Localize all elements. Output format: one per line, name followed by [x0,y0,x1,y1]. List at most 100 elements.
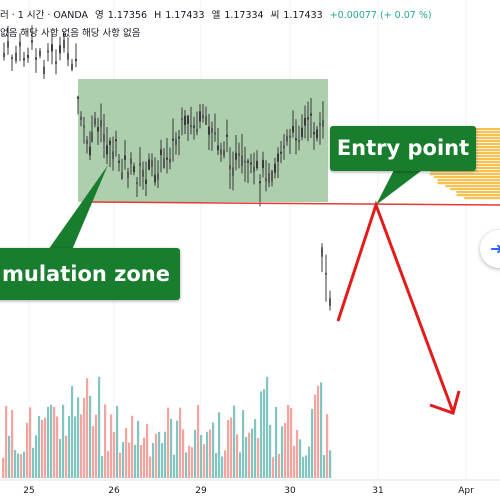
volume-bar [107,451,110,478]
candle-body [94,118,96,125]
candle-body [124,155,126,160]
change-value: +0.00077 (+ 0.07 %) [329,10,432,21]
volume-bar [269,424,272,478]
volume-bar [62,404,65,478]
volume-bar [284,423,287,478]
candle-body [199,111,201,122]
volume-bar [230,417,233,478]
volume-bar [59,439,62,478]
volume-bar [71,386,74,478]
volume-bar [149,456,152,478]
candle-body [322,120,324,127]
volume-profile-bar [456,194,500,197]
candle-body [109,140,111,145]
volume-bar [224,450,227,478]
symbol-legend: 러 · 1 시간 · OANDA 영 1.17356 H 1.17433 엘 1.17… [0,7,436,21]
candle-body [223,150,225,157]
candle-body [169,158,171,163]
candle-body [253,166,255,172]
volume-bar [53,406,56,478]
candle-body [15,52,17,62]
indicator-legend: 없음 해당 사항 없음 해당 사항 없음 [0,28,141,39]
volume-bar [296,429,299,478]
candle-body [187,115,189,124]
volume-bar [254,418,257,478]
candle-body [178,136,180,139]
volume-bar [125,428,128,478]
volume-profile-bar [437,179,500,182]
volume-bar [317,385,320,478]
candle-body [226,134,228,137]
candle-body [75,59,77,62]
volume-bar [248,432,251,478]
volume-bar [128,442,131,478]
scroll-to-realtime-button[interactable]: ➜ [480,230,500,268]
candle-body [91,131,93,142]
volume-bar [92,426,95,478]
volume-bar [266,376,269,478]
volume-profile-bar [459,131,500,134]
candle-body [19,41,21,47]
volume-bar [305,455,308,478]
candle-body [97,127,99,132]
high-label: H [154,10,162,21]
candle-body [43,66,45,74]
candle-body [217,145,219,151]
symbol-title: 러 · 1 시간 · OANDA [0,10,88,21]
candle-body [31,40,33,43]
volume-bar [68,415,71,478]
candle-body [148,159,150,170]
candlestick-series [3,25,331,311]
x-tick-label: 31 [372,486,384,496]
candle-body [184,115,186,126]
candle-body [112,151,114,160]
volume-bar [104,404,107,478]
candle-body [241,155,243,166]
candle-body [71,63,73,70]
volume-profile-bar [430,170,500,173]
volume-bar [29,407,32,478]
candle-body [235,152,237,160]
volume-profile-bar [445,185,500,188]
volume-bar [8,435,11,478]
candle-body [139,162,141,166]
x-tick-label: Apr [458,486,474,496]
volume-bar [161,442,164,478]
volume-bar [152,443,155,478]
volume-bar [320,382,323,478]
accumulation-zone-callout: mulation zone [0,248,180,300]
candle-body [151,160,153,167]
volume-bar [272,457,275,478]
volume-bar [50,404,53,478]
volume-bar [41,419,44,478]
volume-bar [110,414,113,478]
candle-body [208,126,210,135]
candle-body [172,138,174,141]
accumulation-zone-label: mulation zone [2,262,170,286]
volume-bar [98,376,101,478]
volume-bar [140,445,143,478]
low-label: 엘 [211,10,221,21]
volume-bar [101,456,104,478]
volume-bar [86,378,89,478]
candle-body [181,118,183,121]
volume-bar [185,452,188,478]
support-line [87,201,500,206]
volume-bar [74,416,77,478]
volume-profile-bar [437,182,500,185]
candle-body [268,173,270,183]
candle-body [214,132,216,135]
volume-bar [293,445,296,478]
candle-body [77,96,79,99]
projection-arrow [336,200,455,413]
volume-bar [137,420,140,478]
candle-body [3,52,5,58]
candle-body [292,125,294,133]
candle-body [244,160,246,163]
volume-bar [47,406,50,478]
volume-bar [119,452,122,478]
volume-bar [155,433,158,478]
volume-bar [2,457,5,478]
